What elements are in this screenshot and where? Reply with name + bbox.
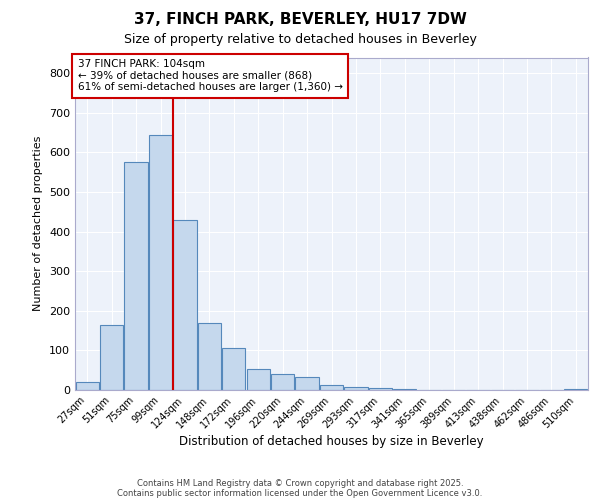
Bar bbox=[295, 378, 319, 390]
Bar bbox=[393, 389, 416, 390]
Bar bbox=[564, 389, 587, 390]
X-axis label: Distribution of detached houses by size in Beverley: Distribution of detached houses by size … bbox=[179, 436, 484, 448]
Bar bbox=[222, 348, 245, 390]
Bar bbox=[76, 382, 99, 390]
Text: 37, FINCH PARK, BEVERLEY, HU17 7DW: 37, FINCH PARK, BEVERLEY, HU17 7DW bbox=[134, 12, 466, 28]
Bar bbox=[344, 387, 368, 390]
Bar bbox=[320, 385, 343, 390]
Text: Contains HM Land Registry data © Crown copyright and database right 2025.: Contains HM Land Registry data © Crown c… bbox=[137, 478, 463, 488]
Text: Size of property relative to detached houses in Beverley: Size of property relative to detached ho… bbox=[124, 32, 476, 46]
Bar bbox=[100, 324, 123, 390]
Y-axis label: Number of detached properties: Number of detached properties bbox=[34, 136, 43, 312]
Text: Contains public sector information licensed under the Open Government Licence v3: Contains public sector information licen… bbox=[118, 488, 482, 498]
Bar bbox=[149, 134, 172, 390]
Text: 37 FINCH PARK: 104sqm
← 39% of detached houses are smaller (868)
61% of semi-det: 37 FINCH PARK: 104sqm ← 39% of detached … bbox=[77, 59, 343, 92]
Bar bbox=[173, 220, 197, 390]
Bar bbox=[124, 162, 148, 390]
Bar bbox=[198, 322, 221, 390]
Bar bbox=[247, 370, 270, 390]
Bar bbox=[271, 374, 294, 390]
Bar bbox=[369, 388, 392, 390]
